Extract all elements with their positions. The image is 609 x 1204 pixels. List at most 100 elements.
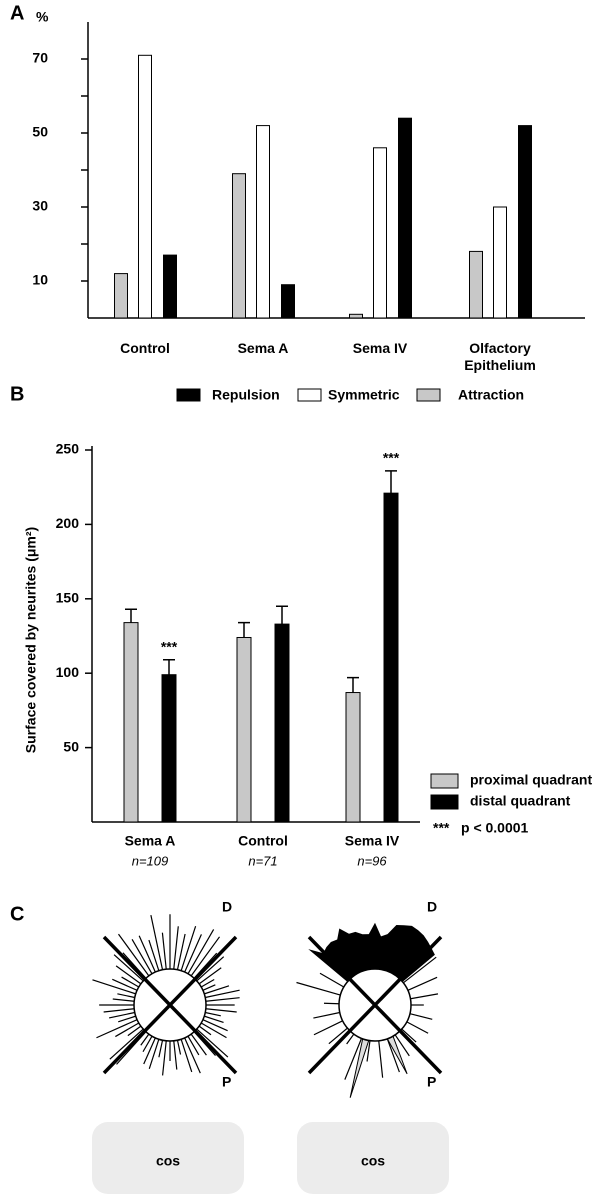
radial-spike xyxy=(190,1033,207,1056)
bar xyxy=(345,692,361,823)
distal-label: D xyxy=(222,899,232,915)
radial-spike xyxy=(176,933,186,970)
radial-spike xyxy=(202,984,216,991)
proximal-spike xyxy=(386,1035,408,1075)
legend-swatch xyxy=(416,388,441,402)
radial-spike xyxy=(200,978,215,988)
radial-spike xyxy=(187,929,215,975)
radial-spike xyxy=(103,1008,135,1013)
radial-spike xyxy=(204,985,230,995)
radial-spike xyxy=(112,978,138,991)
radial-spike xyxy=(401,1028,417,1043)
bar xyxy=(349,313,363,319)
radial-spike xyxy=(313,1011,340,1019)
radial-spike xyxy=(173,1040,178,1070)
radial-spike xyxy=(409,1013,433,1020)
y-tick-label: 50 xyxy=(32,124,48,140)
radial-spike xyxy=(148,1039,160,1069)
radial-spike xyxy=(184,934,202,973)
radial-spike xyxy=(296,981,341,996)
radial-spike xyxy=(386,1038,400,1073)
radial-spike xyxy=(319,972,345,988)
radial-spike xyxy=(118,1015,136,1023)
radial-spike xyxy=(138,935,156,973)
radial-spike xyxy=(112,998,135,1002)
radial-spike xyxy=(113,954,144,982)
bar xyxy=(274,623,290,823)
bar xyxy=(493,206,507,319)
radial-spike xyxy=(184,1037,201,1074)
bar xyxy=(161,674,177,823)
bar xyxy=(123,622,139,823)
bar xyxy=(281,284,295,319)
legend-swatch xyxy=(176,388,201,402)
radial-spike xyxy=(198,967,222,985)
x-tick-label-box: Olfactory Epithelium xyxy=(464,340,536,373)
legend-label: Symmetric xyxy=(328,387,400,403)
radial-spike xyxy=(108,1011,135,1019)
radial-spike xyxy=(378,1040,384,1078)
radial-spike xyxy=(161,932,167,970)
bar xyxy=(163,254,177,319)
x-tick-label: Sema A xyxy=(125,833,176,849)
radial-spike xyxy=(115,965,142,985)
radial-spike xyxy=(148,939,160,971)
radial-spike xyxy=(323,1002,340,1005)
radial-spike xyxy=(142,1035,153,1053)
x-tick-label: Control xyxy=(238,833,288,849)
proximal-spike xyxy=(349,1038,370,1098)
y-tick-label: 250 xyxy=(56,441,80,457)
error-bar xyxy=(276,605,288,625)
y-tick-label: 70 xyxy=(32,50,48,66)
n-label: n=96 xyxy=(357,853,387,868)
radial-spike xyxy=(109,1028,144,1060)
radial-spike xyxy=(143,1037,156,1065)
error-bar xyxy=(238,621,250,638)
radial-spike xyxy=(127,1025,142,1037)
panel-label: B xyxy=(10,383,24,405)
error-bar xyxy=(163,659,175,675)
y-tick-label: 10 xyxy=(32,272,48,288)
x-tick-label-box: Control xyxy=(120,340,170,356)
cos-box xyxy=(92,1122,244,1194)
radial-spike xyxy=(205,997,240,1002)
y-tick-label: 50 xyxy=(63,738,79,754)
radial-spike xyxy=(180,1039,193,1073)
radial-spike xyxy=(115,1022,140,1038)
radial-spike xyxy=(187,1035,200,1056)
radial-spike xyxy=(205,989,240,999)
radial-spike xyxy=(204,1015,224,1023)
radial-spike xyxy=(158,1040,164,1058)
radial-spike xyxy=(328,1027,348,1045)
error-bar xyxy=(385,470,397,494)
bar xyxy=(383,492,399,823)
radial-spike xyxy=(190,936,221,977)
n-label: n=71 xyxy=(248,853,277,868)
bar xyxy=(518,125,532,319)
bar xyxy=(373,147,387,319)
x-tick-label: Sema A xyxy=(237,340,289,356)
radial-spike xyxy=(118,933,150,977)
bar xyxy=(114,273,128,319)
y-tick-label: 100 xyxy=(56,664,80,680)
legend-label: proximal quadrant xyxy=(470,772,592,788)
x-tick-label: Sema IV xyxy=(352,340,408,356)
radial-spike xyxy=(176,1040,182,1055)
radial-spike xyxy=(173,926,179,970)
bar xyxy=(236,636,252,823)
significance-marker: *** xyxy=(161,639,178,655)
panel-label: C xyxy=(10,903,24,925)
radial-spike xyxy=(313,1020,343,1036)
radial-spike xyxy=(180,925,197,971)
legend-label: distal quadrant xyxy=(470,793,571,809)
proximal-label: P xyxy=(222,1074,231,1090)
radial-spike xyxy=(202,1019,228,1032)
radial-spike xyxy=(402,956,437,984)
x-tick-label: Olfactory Epithelium xyxy=(464,340,536,373)
legend-label: Attraction xyxy=(458,387,524,403)
radial-spike xyxy=(92,979,136,995)
y-axis-label: % xyxy=(36,9,49,25)
bar xyxy=(256,125,270,319)
legend-marker: *** xyxy=(433,820,450,836)
